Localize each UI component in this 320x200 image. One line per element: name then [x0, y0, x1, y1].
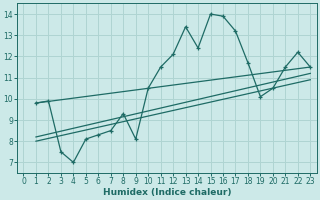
- X-axis label: Humidex (Indice chaleur): Humidex (Indice chaleur): [103, 188, 231, 197]
